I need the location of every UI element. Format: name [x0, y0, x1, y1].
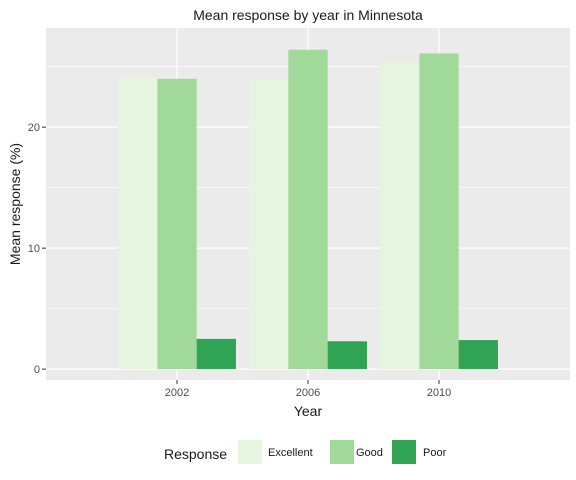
x-tick-label: 2002 — [165, 387, 189, 399]
legend: Response Excellent Good Poor — [164, 440, 447, 464]
x-axis-title: Year — [294, 403, 323, 419]
bar-good-2002 — [157, 78, 197, 370]
bar-poor-2010 — [458, 340, 498, 370]
legend-key-good — [330, 440, 354, 464]
y-tick-label: 20 — [28, 122, 40, 134]
bar-excellent-2002 — [118, 77, 158, 370]
y-axis: 0 10 20 — [28, 122, 46, 376]
y-tick-label: 0 — [34, 364, 40, 376]
y-tick-label: 10 — [28, 243, 40, 255]
legend-label-excellent: Excellent — [268, 447, 313, 459]
bar-excellent-2006 — [249, 80, 289, 370]
legend-label-poor: Poor — [423, 447, 447, 459]
y-axis-title: Mean response (%) — [7, 143, 23, 265]
chart-title: Mean response by year in Minnesota — [193, 7, 423, 23]
x-tick-label: 2010 — [427, 387, 451, 399]
legend-key-excellent — [238, 440, 262, 464]
bar-excellent-2010 — [380, 61, 420, 370]
legend-key-poor — [392, 440, 416, 464]
x-tick-label: 2006 — [296, 387, 320, 399]
bar-poor-2002 — [196, 338, 236, 370]
bar-good-2010 — [419, 53, 459, 370]
legend-label-good: Good — [356, 447, 383, 459]
legend-title: Response — [164, 446, 227, 462]
bar-poor-2006 — [327, 341, 367, 370]
bars — [118, 49, 498, 370]
x-axis: 2002 2006 2010 — [165, 380, 451, 399]
bar-good-2006 — [288, 49, 328, 370]
